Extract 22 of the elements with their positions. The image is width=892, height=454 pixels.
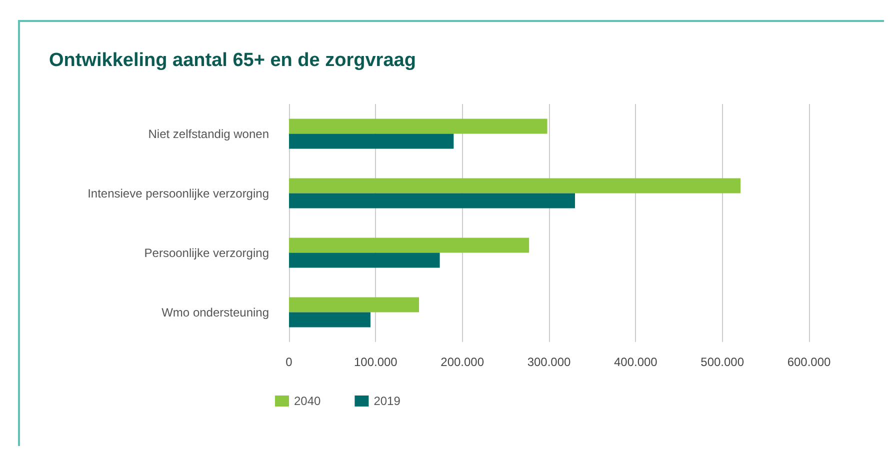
x-tick-label: 500.000 [700, 355, 744, 369]
bar [289, 193, 575, 208]
bar [289, 312, 370, 328]
bar [289, 252, 440, 268]
x-tick-label: 200.000 [440, 355, 484, 369]
x-tick-label: 300.000 [527, 355, 572, 369]
bar [289, 134, 454, 149]
y-tick-label: Persoonlijke verzorging [144, 246, 269, 260]
bar [289, 118, 548, 134]
bar [289, 178, 741, 194]
legend-label: 2040 [294, 394, 322, 408]
chart-title: Ontwikkeling aantal 65+ en de zorgvraag [49, 50, 416, 71]
x-tick-label: 600.000 [787, 355, 832, 369]
y-tick-label: Niet zelfstandig wonen [148, 126, 269, 141]
y-tick-label: Wmo ondersteuning [162, 305, 269, 320]
x-tick-label: 0 [286, 355, 293, 369]
y-tick-label: Intensieve persoonlijke verzorging [88, 186, 269, 200]
legend-label: 2019 [374, 394, 401, 408]
x-tick-label: 400.000 [614, 355, 658, 369]
bar [289, 297, 419, 312]
x-tick-label: 100.000 [354, 355, 398, 369]
bar [289, 238, 530, 253]
